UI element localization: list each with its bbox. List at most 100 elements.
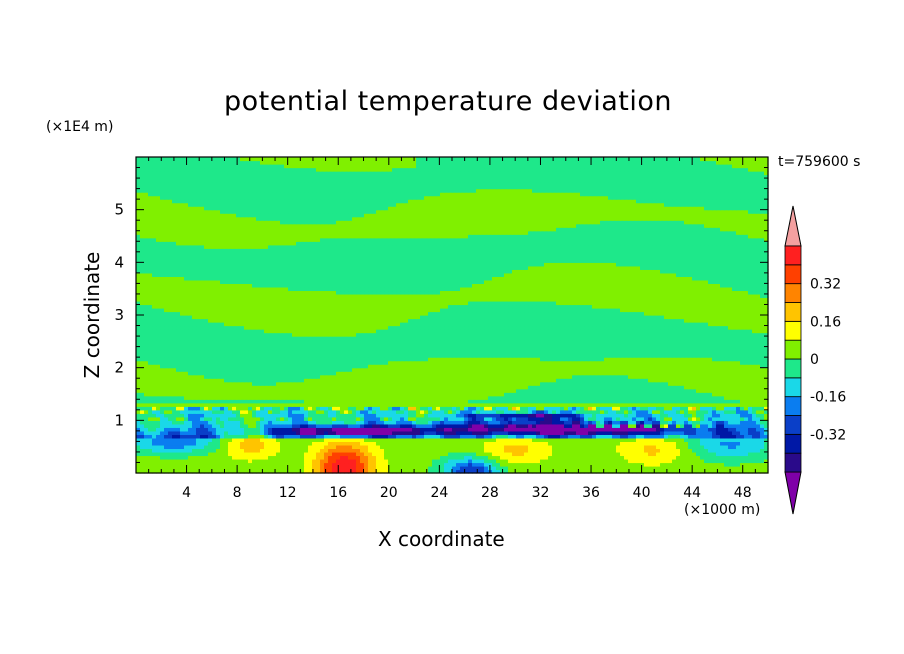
heatmap-cell — [380, 395, 385, 400]
heatmap-cell — [404, 374, 409, 379]
heatmap-cell — [608, 392, 613, 397]
heatmap-cell — [444, 430, 449, 435]
heatmap-cell — [440, 381, 445, 386]
heatmap-cell — [600, 381, 605, 386]
heatmap-cell — [344, 378, 349, 383]
heatmap-cell — [544, 392, 549, 397]
heatmap-cell — [536, 420, 541, 425]
heatmap-cell — [652, 381, 657, 386]
heatmap-cell — [304, 388, 309, 393]
heatmap-cell — [152, 455, 157, 460]
heatmap-cell — [664, 444, 669, 450]
heatmap-cell — [544, 458, 549, 464]
heatmap-cell — [264, 441, 269, 446]
heatmap-cell — [408, 395, 413, 400]
heatmap-cell — [712, 374, 717, 379]
heatmap-cell — [424, 399, 429, 404]
heatmap-cell — [304, 465, 309, 471]
heatmap-cell — [212, 458, 217, 464]
heatmap-cell — [224, 399, 229, 404]
heatmap-cell — [416, 374, 421, 379]
heatmap-cell — [580, 388, 585, 393]
heatmap-cell — [512, 413, 517, 418]
heatmap-cell — [136, 437, 141, 442]
heatmap-cell — [496, 469, 501, 474]
heatmap-cell — [496, 409, 501, 414]
heatmap-cell — [276, 406, 281, 411]
heatmap-cell — [648, 451, 653, 457]
heatmap-cell — [740, 371, 745, 376]
heatmap-cell — [196, 360, 201, 365]
heatmap-cell — [340, 437, 345, 442]
heatmap-cell — [448, 385, 453, 390]
heatmap-cell — [692, 444, 697, 450]
heatmap-cell — [568, 374, 573, 379]
heatmap-cell — [612, 364, 617, 369]
heatmap-cell — [352, 378, 357, 383]
heatmap-cell — [292, 378, 297, 383]
heatmap-cell — [356, 416, 361, 421]
heatmap-cell — [740, 409, 745, 414]
heatmap-cell — [636, 448, 641, 453]
heatmap-cell — [544, 395, 549, 400]
heatmap-cell — [476, 462, 481, 467]
heatmap-cell — [180, 441, 185, 446]
heatmap-cell — [740, 413, 745, 418]
heatmap-cell — [388, 416, 393, 421]
heatmap-cell — [520, 413, 525, 418]
heatmap-cell — [144, 378, 149, 383]
heatmap-cell — [680, 385, 685, 390]
heatmap-cell — [408, 374, 413, 379]
heatmap-cell — [264, 378, 269, 383]
heatmap-cell — [744, 402, 749, 407]
heatmap-cell — [564, 399, 569, 404]
heatmap-cell — [644, 448, 649, 453]
heatmap-cell — [244, 430, 249, 435]
heatmap-cell — [220, 423, 225, 428]
heatmap-cell — [508, 367, 513, 372]
heatmap-cell — [136, 371, 141, 376]
heatmap-cell — [620, 392, 625, 397]
heatmap-cell — [572, 378, 577, 383]
heatmap-cell — [720, 427, 725, 432]
heatmap-cell — [320, 469, 325, 474]
heatmap-cell — [604, 402, 609, 407]
heatmap-cell — [476, 388, 481, 393]
heatmap-cell — [232, 430, 237, 435]
heatmap-cell — [584, 399, 589, 404]
heatmap-cell — [200, 458, 205, 464]
heatmap-cell — [232, 395, 237, 400]
heatmap-cell — [372, 423, 377, 428]
heatmap-cell — [288, 392, 293, 397]
heatmap-cell — [376, 406, 381, 411]
heatmap-cell — [280, 430, 285, 435]
heatmap-cell — [224, 430, 229, 435]
heatmap-cell — [544, 437, 549, 442]
heatmap-cell — [628, 458, 633, 464]
heatmap-cell — [276, 392, 281, 397]
heatmap-cell — [160, 360, 165, 365]
heatmap-cell — [636, 451, 641, 457]
heatmap-cell — [548, 413, 553, 418]
heatmap-cell — [700, 458, 705, 464]
heatmap-cell — [524, 448, 529, 453]
heatmap-cell — [412, 402, 417, 407]
heatmap-cell — [464, 399, 469, 404]
heatmap-cell — [616, 416, 621, 421]
heatmap-cell — [440, 455, 445, 460]
heatmap-cell — [660, 395, 665, 400]
heatmap-cell — [544, 416, 549, 421]
heatmap-cell — [200, 416, 205, 421]
heatmap-cell — [688, 374, 693, 379]
heatmap-cell — [676, 430, 681, 435]
heatmap-cell — [448, 423, 453, 428]
heatmap-cell — [172, 465, 177, 471]
heatmap-cell — [504, 451, 509, 457]
heatmap-cell — [524, 360, 529, 365]
heatmap-cell — [656, 409, 661, 414]
heatmap-cell — [452, 385, 457, 390]
heatmap-cell — [440, 451, 445, 457]
heatmap-cell — [608, 434, 613, 439]
heatmap-cell — [384, 416, 389, 421]
heatmap-cell — [476, 381, 481, 386]
